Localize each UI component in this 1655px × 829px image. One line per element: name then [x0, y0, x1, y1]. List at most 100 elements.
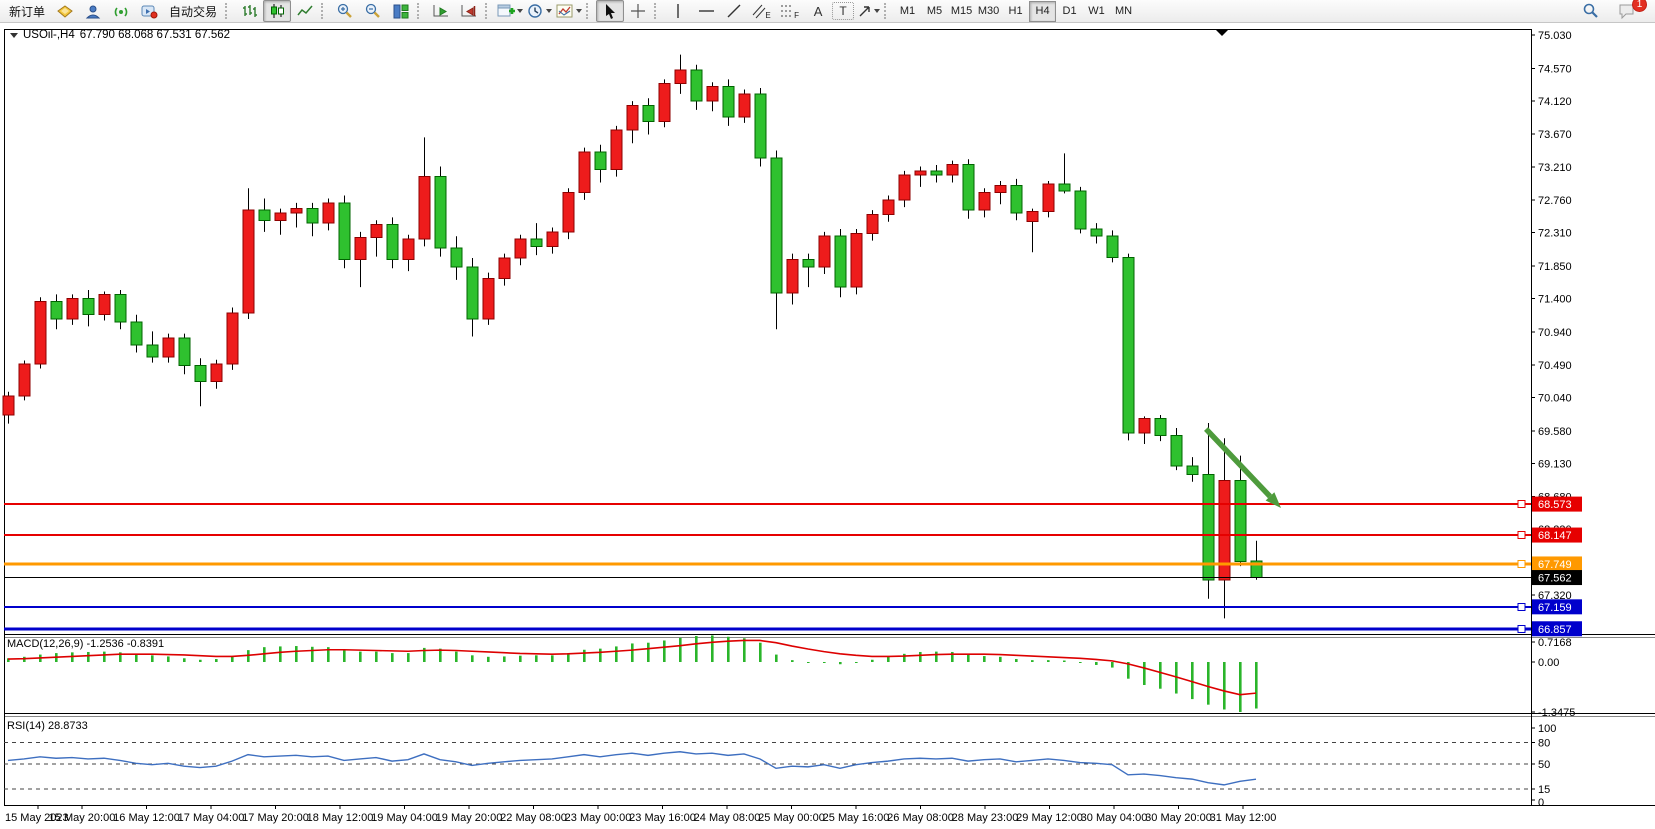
chevron-down-icon[interactable]	[10, 32, 18, 38]
time-axis-label[interactable]: 15 May 2023	[5, 812, 69, 824]
candle-body	[1106, 235, 1119, 258]
toolbar-separator	[485, 3, 491, 19]
price-axis-label[interactable]: 69.580	[1538, 426, 1572, 438]
candle-body	[1010, 184, 1023, 214]
time-axis-label[interactable]: 15 May 20:00	[49, 812, 116, 824]
time-axis-label[interactable]: 17 May 04:00	[178, 812, 245, 824]
time-axis-label[interactable]: 25 May 16:00	[823, 812, 890, 824]
price-axis-label[interactable]: 72.310	[1538, 228, 1572, 240]
periods-button[interactable]	[525, 0, 554, 22]
macd-histogram-bar	[1175, 662, 1178, 694]
time-axis-label[interactable]: 18 May 12:00	[307, 812, 374, 824]
candle-body	[322, 202, 335, 224]
timeframe-m30[interactable]: M30	[977, 5, 1000, 17]
arrows-tool-icon[interactable]	[854, 0, 882, 22]
price-axis-label[interactable]: 75.030	[1538, 30, 1572, 42]
cursor-tool-icon[interactable]	[596, 0, 625, 22]
text-tool-icon[interactable]: A	[813, 3, 823, 19]
time-axis-label[interactable]: 31 May 12:00	[1210, 812, 1277, 824]
gold-market-icon[interactable]	[51, 0, 79, 22]
price-axis-label[interactable]: 69.130	[1538, 459, 1572, 471]
line-anchor-handle[interactable]	[1517, 500, 1526, 509]
trend-arrow-annotation[interactable]	[1204, 427, 1272, 499]
zoom-out-icon[interactable]	[359, 0, 387, 22]
time-axis-label[interactable]: 29 May 12:00	[1016, 812, 1083, 824]
signals-icon[interactable]	[107, 0, 135, 22]
auto-scroll-icon[interactable]	[427, 0, 455, 22]
price-axis-label[interactable]: 74.120	[1538, 96, 1572, 108]
macd-histogram-bar	[343, 650, 346, 662]
candle-body	[946, 163, 959, 176]
price-axis-label[interactable]: 70.040	[1538, 393, 1572, 405]
crosshair-tool-icon[interactable]	[624, 0, 652, 22]
time-axis-label[interactable]: 24 May 08:00	[694, 812, 761, 824]
candlestick-mode-icon[interactable]	[263, 0, 292, 22]
candle-body	[546, 231, 559, 247]
trendline-tool-icon[interactable]	[720, 0, 748, 22]
macd-histogram-bar	[823, 662, 826, 663]
price-tag	[1532, 496, 1582, 512]
time-axis-label[interactable]: 28 May 23:00	[952, 812, 1019, 824]
price-axis-label[interactable]: 71.400	[1538, 294, 1572, 306]
indicators-button[interactable]	[554, 0, 584, 22]
timeframe-m5[interactable]: M5	[926, 5, 943, 17]
timeframe-m15[interactable]: M15	[950, 5, 973, 17]
text-label-tool-icon[interactable]: T	[832, 2, 855, 20]
chat-icon[interactable]: 1	[1613, 0, 1647, 22]
timeframe-d1[interactable]: D1	[1062, 5, 1077, 17]
line-anchor-handle[interactable]	[1517, 624, 1526, 633]
macd-histogram-bar	[631, 643, 634, 662]
time-axis-label[interactable]: 26 May 08:00	[887, 812, 954, 824]
price-axis-label[interactable]: 70.490	[1538, 360, 1572, 372]
timeframe-h4[interactable]: H4	[1029, 0, 1057, 22]
line-anchor-handle[interactable]	[1517, 531, 1526, 540]
chart-shift-icon[interactable]	[455, 0, 483, 22]
price-axis-label[interactable]: 70.940	[1538, 327, 1572, 339]
price-axis-label[interactable]: 73.210	[1538, 162, 1572, 174]
time-axis-label[interactable]: 30 May 20:00	[1145, 812, 1212, 824]
line-anchor-handle[interactable]	[1517, 602, 1526, 611]
tile-windows-icon[interactable]	[387, 0, 415, 22]
candle-body	[194, 365, 207, 383]
zoom-in-icon[interactable]	[331, 0, 359, 22]
time-axis-label[interactable]: 22 May 08:00	[500, 812, 567, 824]
bar-chart-mode-icon[interactable]	[235, 0, 263, 22]
vertical-line-tool-icon[interactable]	[664, 0, 692, 22]
macd-histogram-bar	[599, 648, 602, 662]
time-axis-label[interactable]: 30 May 04:00	[1081, 812, 1148, 824]
time-axis-label[interactable]: 25 May 00:00	[758, 812, 825, 824]
auto-trading-button[interactable]: 自动交易	[169, 4, 218, 19]
macd-histogram-bar	[375, 651, 378, 662]
timeframe-w1[interactable]: W1	[1088, 5, 1105, 17]
chart-surface[interactable]: 75.030 74.570 74.120 73.670 73.210 72.760 72.3…	[0, 23, 1655, 829]
chevron-down-icon	[546, 9, 553, 13]
chart-shift-marker[interactable]	[1216, 30, 1228, 36]
price-axis-label[interactable]: 67.320	[1538, 590, 1572, 602]
profile-icon[interactable]	[79, 0, 107, 22]
time-axis-label[interactable]: 16 May 12:00	[113, 812, 180, 824]
horizontal-line-tool-icon[interactable]	[692, 0, 720, 22]
time-axis-label[interactable]: 23 May 00:00	[565, 812, 632, 824]
fibonacci-tool-icon[interactable]: F	[776, 0, 804, 22]
time-axis-label[interactable]: 23 May 16:00	[629, 812, 696, 824]
line-chart-mode-icon[interactable]	[291, 0, 319, 22]
macd-histogram-bar	[1255, 662, 1258, 709]
price-axis-label[interactable]: 71.850	[1538, 261, 1572, 273]
new-chart-button[interactable]	[495, 0, 525, 22]
price-axis-label[interactable]: 74.570	[1538, 63, 1572, 75]
autotrading-icon[interactable]	[135, 0, 163, 22]
candle-body	[706, 86, 719, 102]
timeframe-m1[interactable]: M1	[899, 5, 916, 17]
price-axis-label[interactable]: 72.760	[1538, 195, 1572, 207]
price-axis-label[interactable]: 73.670	[1538, 129, 1572, 141]
timeframe-mn[interactable]: MN	[1114, 5, 1133, 17]
chart-window[interactable]: 75.030 74.570 74.120 73.670 73.210 72.760 72.3…	[0, 23, 1655, 829]
new-order-button[interactable]: 新订单	[9, 4, 46, 19]
time-axis-label[interactable]: 19 May 04:00	[371, 812, 438, 824]
time-axis-label[interactable]: 17 May 20:00	[242, 812, 309, 824]
search-icon[interactable]	[1577, 0, 1605, 22]
timeframe-h1[interactable]: H1	[1008, 5, 1023, 17]
line-anchor-handle[interactable]	[1517, 559, 1526, 568]
channel-tool-icon[interactable]: E	[748, 0, 776, 22]
time-axis-label[interactable]: 19 May 20:00	[436, 812, 503, 824]
